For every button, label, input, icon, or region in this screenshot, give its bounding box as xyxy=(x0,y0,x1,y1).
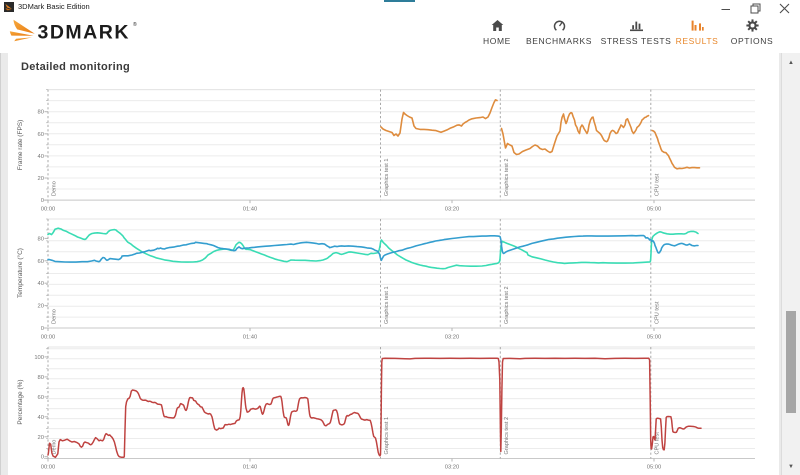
svg-text:05:00: 05:00 xyxy=(647,465,662,471)
svg-text:01:40: 01:40 xyxy=(243,465,258,471)
svg-text:0: 0 xyxy=(41,326,44,332)
svg-text:Demo: Demo xyxy=(52,181,58,196)
svg-text:Graphics test 1: Graphics test 1 xyxy=(384,286,390,324)
svg-text:CPU test: CPU test xyxy=(654,301,660,324)
svg-text:03:20: 03:20 xyxy=(445,207,460,213)
svg-text:03:20: 03:20 xyxy=(445,335,460,341)
svg-text:80: 80 xyxy=(38,110,44,116)
svg-text:03:20: 03:20 xyxy=(445,465,460,471)
svg-text:0: 0 xyxy=(41,198,44,204)
svg-text:Percentage (%): Percentage (%) xyxy=(17,379,24,424)
svg-text:60: 60 xyxy=(38,395,44,401)
svg-text:40: 40 xyxy=(38,415,44,421)
svg-text:CPU test: CPU test xyxy=(654,432,660,455)
svg-text:Temperature (°C): Temperature (°C) xyxy=(16,248,24,298)
svg-text:100: 100 xyxy=(34,355,44,361)
svg-text:05:00: 05:00 xyxy=(647,207,662,213)
svg-text:3DMARK: 3DMARK xyxy=(38,21,130,43)
svg-text:Frame rate (FPS): Frame rate (FPS) xyxy=(17,120,24,171)
svg-text:05:00: 05:00 xyxy=(647,335,662,341)
svg-text:01:40: 01:40 xyxy=(243,335,258,341)
svg-text:60: 60 xyxy=(38,259,44,265)
svg-text:Graphics test 1: Graphics test 1 xyxy=(384,158,390,196)
svg-text:40: 40 xyxy=(38,154,44,160)
svg-text:00:00: 00:00 xyxy=(41,207,56,213)
svg-text:0: 0 xyxy=(41,455,44,461)
svg-text:60: 60 xyxy=(38,132,44,138)
svg-text:00:00: 00:00 xyxy=(41,335,56,341)
svg-text:Graphics test 2: Graphics test 2 xyxy=(504,158,510,196)
svg-text:CPU test: CPU test xyxy=(654,173,660,196)
svg-text:®: ® xyxy=(133,21,137,28)
svg-text:20: 20 xyxy=(38,435,44,441)
svg-text:80: 80 xyxy=(38,375,44,381)
svg-text:40: 40 xyxy=(38,281,44,287)
svg-text:01:40: 01:40 xyxy=(243,207,258,213)
svg-text:20: 20 xyxy=(38,304,44,310)
svg-text:00:00: 00:00 xyxy=(41,465,56,471)
svg-text:20: 20 xyxy=(38,176,44,182)
svg-text:80: 80 xyxy=(38,236,44,242)
svg-text:Demo: Demo xyxy=(52,440,58,455)
svg-text:Graphics test 2: Graphics test 2 xyxy=(504,286,510,324)
svg-text:Demo: Demo xyxy=(52,309,58,324)
svg-text:Graphics test 1: Graphics test 1 xyxy=(384,417,390,455)
svg-text:Graphics test 2: Graphics test 2 xyxy=(504,417,510,455)
